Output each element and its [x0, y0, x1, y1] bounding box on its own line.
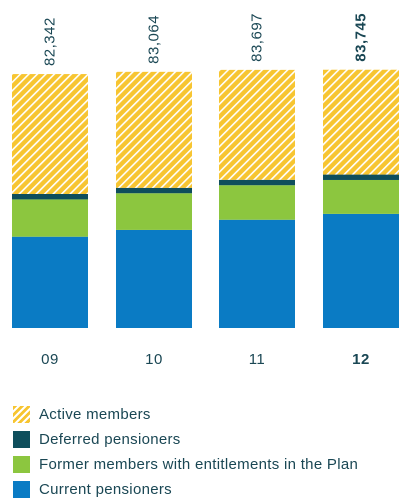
bar-segment-current-pensioners-11 [219, 219, 295, 328]
bar-segment-active-members-09 [12, 74, 88, 194]
legend-item-current-pensioners: Current pensioners [13, 477, 358, 502]
bars-layer [12, 69, 399, 328]
bar-total-label: 83,745 [353, 13, 370, 62]
legend: Active members Deferred pensioners Forme… [13, 402, 358, 502]
bar-segment-deferred-pensioners-10 [116, 187, 192, 194]
bar-segment-current-pensioners-10 [116, 229, 192, 328]
legend-label: Current pensioners [39, 481, 172, 498]
bar-segment-current-pensioners-09 [12, 236, 88, 328]
bar-segment-deferred-pensioners-12 [323, 174, 399, 180]
bar-total-label: 82,342 [42, 17, 59, 66]
bar-segment-active-members-10 [116, 71, 192, 188]
labels-layer: 82,342 09 83,064 10 83,697 11 83,745 12 [41, 13, 370, 368]
bar-segment-former-members-with-entitlements-in-the-plan-10 [116, 193, 192, 230]
legend-label: Former members with entitlements in the … [39, 456, 359, 473]
bar-segment-active-members-11 [219, 69, 295, 180]
bar-segment-former-members-with-entitlements-in-the-plan-12 [323, 179, 399, 214]
legend-label: Active members [39, 406, 151, 423]
bar-segment-current-pensioners-12 [323, 213, 399, 328]
legend-swatch-deferred-pensioners [13, 431, 30, 448]
category-label: 11 [249, 351, 266, 368]
legend-item-deferred-pensioners: Deferred pensioners [13, 427, 358, 452]
category-label: 12 [352, 351, 370, 368]
bar-total-label: 83,697 [249, 13, 266, 62]
bar-segment-deferred-pensioners-09 [12, 194, 88, 200]
legend-label: Deferred pensioners [39, 431, 181, 448]
legend-swatch-current-pensioners [13, 481, 30, 498]
bar-segment-deferred-pensioners-11 [219, 179, 295, 186]
legend-swatch-active-members [13, 406, 30, 423]
legend-item-active-members: Active members [13, 402, 358, 427]
bar-segment-former-members-with-entitlements-in-the-plan-09 [12, 199, 88, 237]
bar-segment-former-members-with-entitlements-in-the-plan-11 [219, 185, 295, 220]
bar-segment-active-members-12 [323, 69, 399, 175]
category-label: 09 [41, 351, 59, 368]
bar-total-label: 83,064 [146, 15, 163, 64]
category-label: 10 [145, 351, 163, 368]
legend-item-former-members: Former members with entitlements in the … [13, 452, 358, 477]
legend-swatch-former-members [13, 456, 30, 473]
